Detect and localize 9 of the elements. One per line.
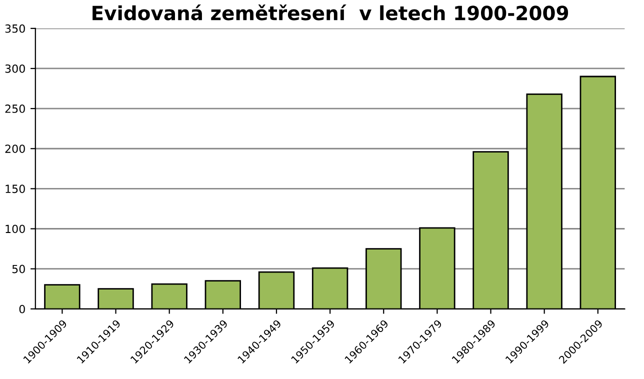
y-tick-label: 200 <box>5 144 25 153</box>
chart-title: Evidovaná zemětřesení v letech 1900-2009 <box>92 4 568 20</box>
y-tick-label: 100 <box>6 224 25 234</box>
y-tick-label: 350 <box>5 24 25 33</box>
y-tick-label: 300 <box>5 64 25 73</box>
y-tick-label: 150 <box>6 184 25 194</box>
y-tick-label: 0 <box>19 304 25 314</box>
y-tick-label: 250 <box>5 104 25 113</box>
y-tick-label: 50 <box>12 264 25 274</box>
